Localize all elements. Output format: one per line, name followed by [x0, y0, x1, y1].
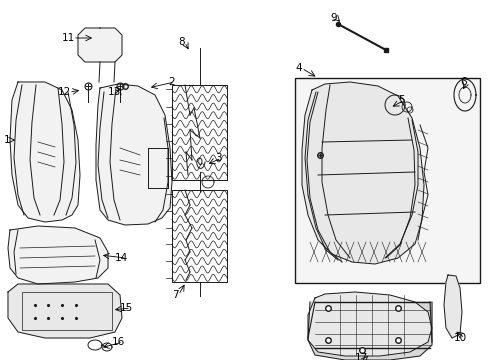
Polygon shape	[8, 226, 108, 284]
Polygon shape	[96, 84, 172, 225]
Bar	[22, 292, 112, 330]
Polygon shape	[78, 28, 122, 62]
Text: 5: 5	[397, 95, 404, 105]
Text: 12: 12	[58, 87, 71, 97]
Polygon shape	[10, 82, 80, 222]
Text: 3: 3	[215, 153, 221, 163]
Bar	[294, 78, 479, 283]
Text: 4: 4	[294, 63, 301, 73]
Text: 2: 2	[168, 77, 174, 87]
Text: 17: 17	[354, 353, 367, 360]
Text: 9: 9	[329, 13, 336, 23]
Text: 15: 15	[120, 303, 133, 313]
Text: 16: 16	[112, 337, 125, 347]
Polygon shape	[8, 284, 122, 338]
Text: 7: 7	[172, 290, 178, 300]
Polygon shape	[443, 275, 461, 338]
Polygon shape	[302, 82, 423, 264]
Text: 8: 8	[178, 37, 184, 47]
Bar	[172, 85, 226, 180]
Bar	[172, 190, 226, 282]
Polygon shape	[307, 292, 431, 356]
Text: 6: 6	[459, 77, 466, 87]
Text: 13: 13	[108, 87, 121, 97]
Text: 14: 14	[115, 253, 128, 263]
Text: 10: 10	[453, 333, 466, 343]
Text: 11: 11	[62, 33, 75, 43]
Text: 1: 1	[4, 135, 11, 145]
Polygon shape	[307, 302, 431, 360]
